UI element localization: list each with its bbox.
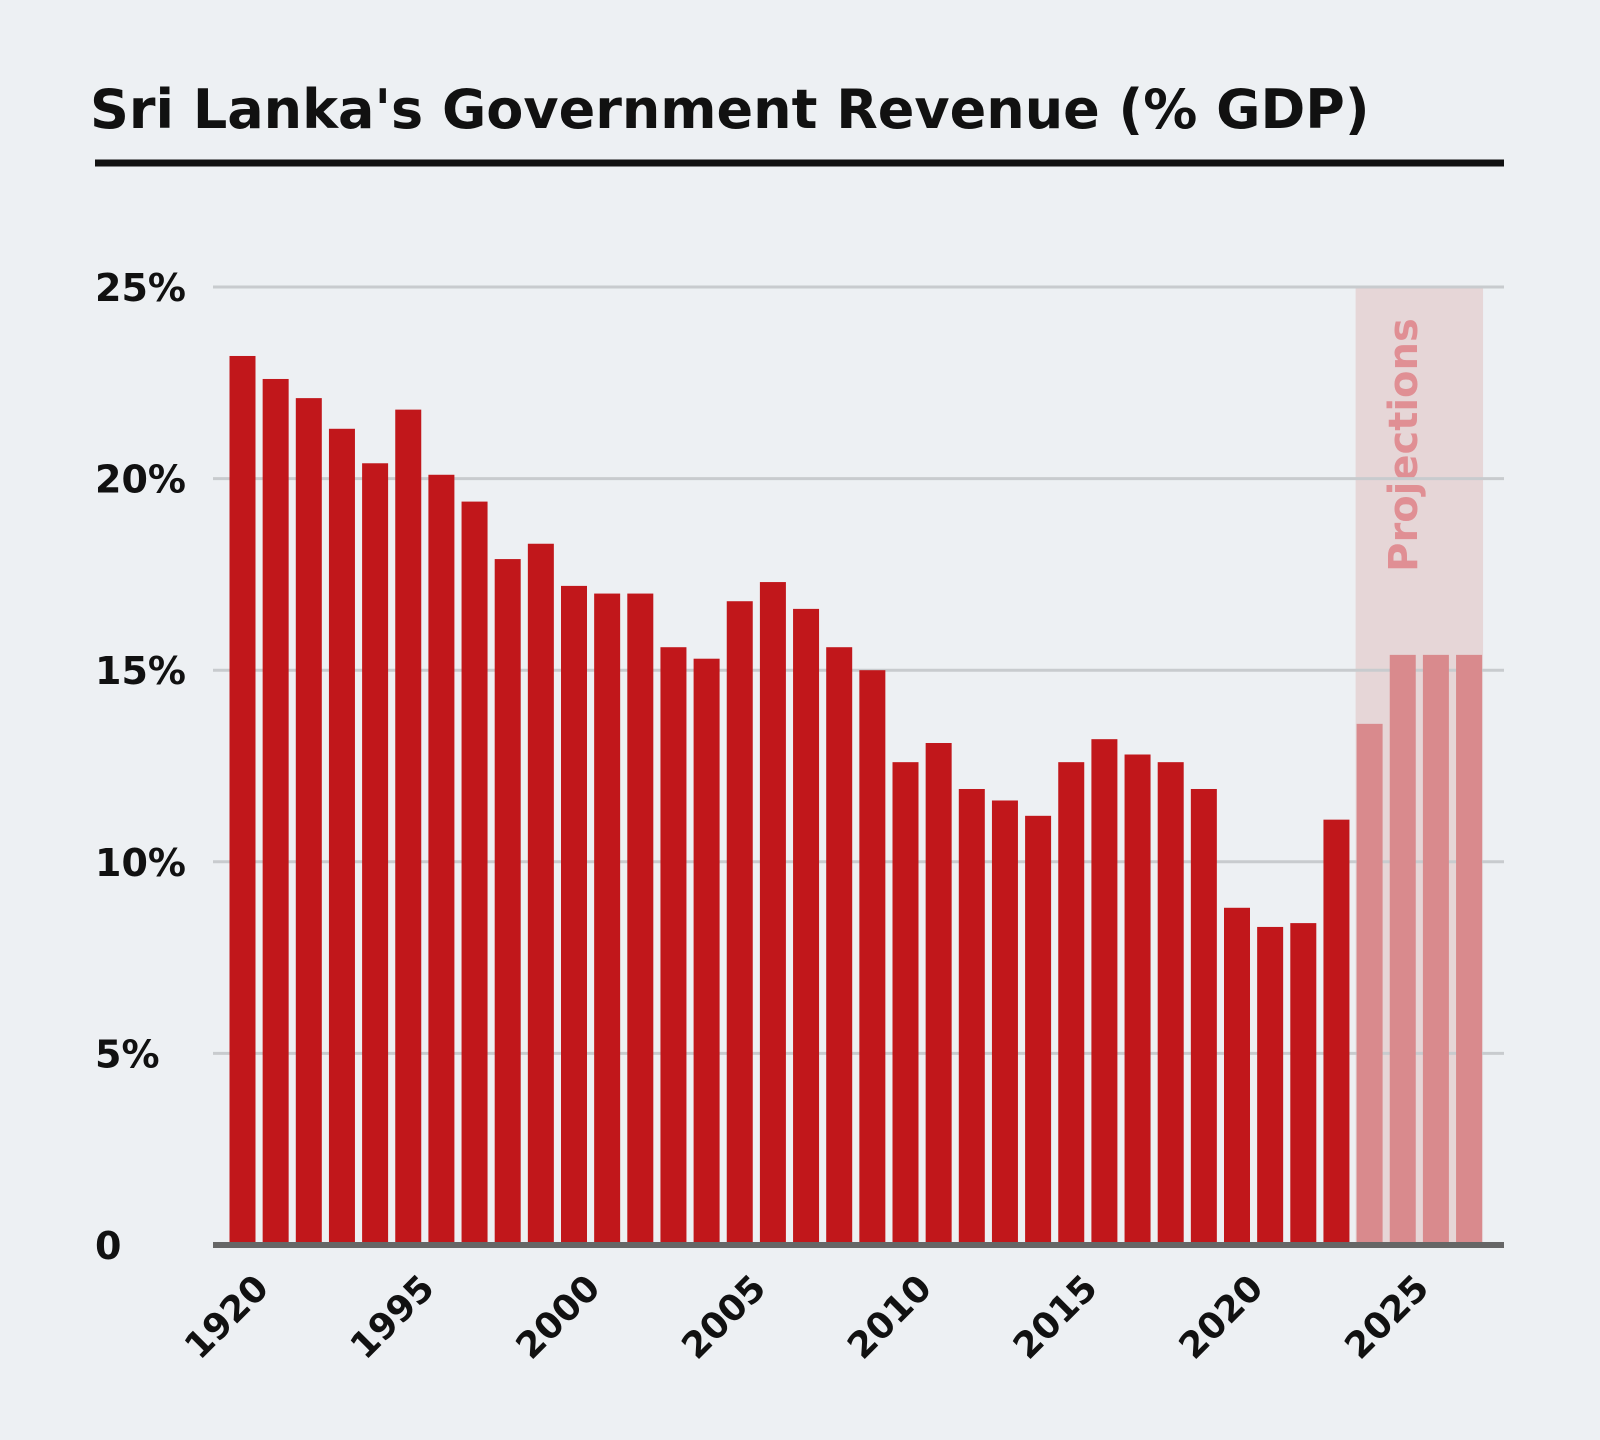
bar	[1058, 762, 1085, 1245]
bar	[1157, 762, 1184, 1245]
bar	[527, 543, 554, 1245]
x-tick-label: 2005	[674, 1267, 774, 1367]
y-tick-label: 20%	[95, 458, 186, 502]
bar	[1290, 923, 1317, 1245]
bar	[1091, 739, 1118, 1245]
bar	[328, 428, 355, 1245]
bar	[295, 398, 322, 1245]
bar	[793, 608, 820, 1245]
x-tick-label: 1920	[177, 1267, 277, 1367]
projection-bar	[1356, 723, 1383, 1245]
x-tick-label: 2020	[1172, 1267, 1272, 1367]
bar	[859, 670, 886, 1245]
bar	[494, 559, 521, 1245]
x-tick-label: 1995	[343, 1267, 443, 1367]
bar	[958, 788, 985, 1245]
bar	[262, 378, 289, 1245]
y-tick-label: 15%	[95, 649, 186, 693]
bar	[1025, 815, 1052, 1245]
bar	[693, 658, 720, 1245]
y-tick-label: 5%	[95, 1032, 160, 1076]
x-tick-label: 2010	[840, 1267, 940, 1367]
bar	[1224, 907, 1250, 1245]
bar	[726, 601, 753, 1245]
x-tick-label: 2025	[1337, 1267, 1437, 1367]
bar	[759, 582, 786, 1245]
bar	[1323, 819, 1350, 1245]
bar	[1124, 754, 1151, 1245]
bar	[991, 800, 1018, 1245]
bar	[826, 647, 853, 1245]
projection-bar	[1389, 654, 1416, 1245]
bar	[892, 762, 919, 1245]
bar	[660, 647, 687, 1245]
projection-label: Projections	[1381, 318, 1427, 572]
chart-title: Sri Lanka's Government Revenue (% GDP)	[90, 78, 1370, 141]
bar	[1190, 788, 1217, 1245]
grid-layer	[213, 285, 1504, 1055]
bar	[428, 474, 455, 1245]
bar	[1257, 926, 1284, 1245]
bar	[229, 355, 256, 1245]
projection-bar	[1422, 654, 1449, 1245]
x-axis-ticks: 1920 1995 2000 2005 2010 2015 2020 2025	[177, 1267, 1437, 1367]
bar	[395, 409, 422, 1245]
y-tick-label: 10%	[95, 841, 186, 885]
y-tick-label: 0	[95, 1224, 121, 1268]
bar-layer	[229, 355, 1483, 1246]
projection-bar	[1456, 654, 1483, 1245]
y-tick-label: 25%	[95, 266, 186, 310]
bar	[594, 593, 621, 1245]
bar	[925, 743, 952, 1245]
x-tick-label: 2015	[1006, 1267, 1106, 1367]
bar	[561, 585, 587, 1245]
y-axis-ticks: 0 5% 10% 15% 20% 25%	[95, 266, 186, 1268]
x-tick-label: 2000	[509, 1267, 609, 1367]
bar	[627, 593, 654, 1245]
bar	[362, 463, 389, 1246]
bar	[461, 501, 488, 1245]
